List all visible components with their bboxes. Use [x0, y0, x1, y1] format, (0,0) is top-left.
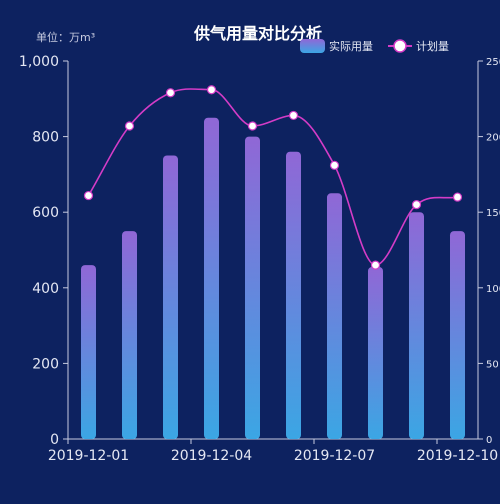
right-tick-label: 50 — [486, 359, 499, 370]
left-tick-label: 600 — [32, 205, 59, 221]
line-point — [124, 121, 135, 131]
bar — [163, 155, 178, 439]
line-point — [83, 190, 94, 201]
bar — [327, 193, 342, 439]
line-point — [165, 88, 176, 98]
right-tick-label: 100 — [486, 284, 500, 295]
line-point — [411, 200, 422, 210]
legend-line-marker — [393, 39, 407, 53]
right-tick-label: 250 — [486, 57, 500, 68]
x-tick-label: 2019-12-07 — [294, 448, 375, 464]
bar — [122, 231, 137, 439]
line-point — [247, 121, 258, 131]
left-tick-label: 200 — [32, 356, 59, 372]
line-point — [329, 160, 340, 170]
bar — [368, 267, 383, 439]
line-point — [370, 260, 381, 270]
line-series — [83, 85, 463, 270]
right-tick-label: 150 — [486, 208, 500, 219]
legend-bar-label: 实际用量 — [329, 39, 373, 53]
line-point — [288, 110, 299, 121]
bar — [245, 136, 260, 439]
bar-series — [81, 117, 465, 439]
bar — [450, 231, 465, 439]
line-point — [452, 192, 463, 202]
legend-bar-swatch — [300, 39, 325, 53]
x-tick-label: 2019-12-01 — [48, 448, 129, 464]
bar — [81, 265, 96, 439]
left-tick-label: 0 — [50, 432, 59, 448]
plan-line — [87, 88, 458, 266]
right-tick-label: 0 — [486, 435, 492, 446]
left-tick-label: 800 — [32, 130, 59, 146]
chart-title: 供气用量对比分析 — [193, 24, 322, 43]
legend-line-label: 计划量 — [416, 40, 449, 53]
x-tick-label: 2019-12-04 — [171, 448, 252, 464]
bar — [204, 117, 219, 439]
legend: 实际用量 计划量 — [300, 39, 449, 53]
y-unit-label: 单位：万m³ — [36, 30, 95, 44]
left-tick-label: 400 — [32, 281, 59, 297]
left-tick-label: 1,000 — [19, 54, 59, 70]
line-point — [206, 85, 217, 95]
x-tick-label: 2019-12-10 — [417, 448, 498, 464]
axes: 0 200 400 600 800 1,000 0 50 100 150 200 250 2019-12… — [19, 54, 500, 464]
right-tick-label: 200 — [486, 133, 500, 144]
bar — [409, 212, 424, 439]
bar — [286, 151, 301, 439]
